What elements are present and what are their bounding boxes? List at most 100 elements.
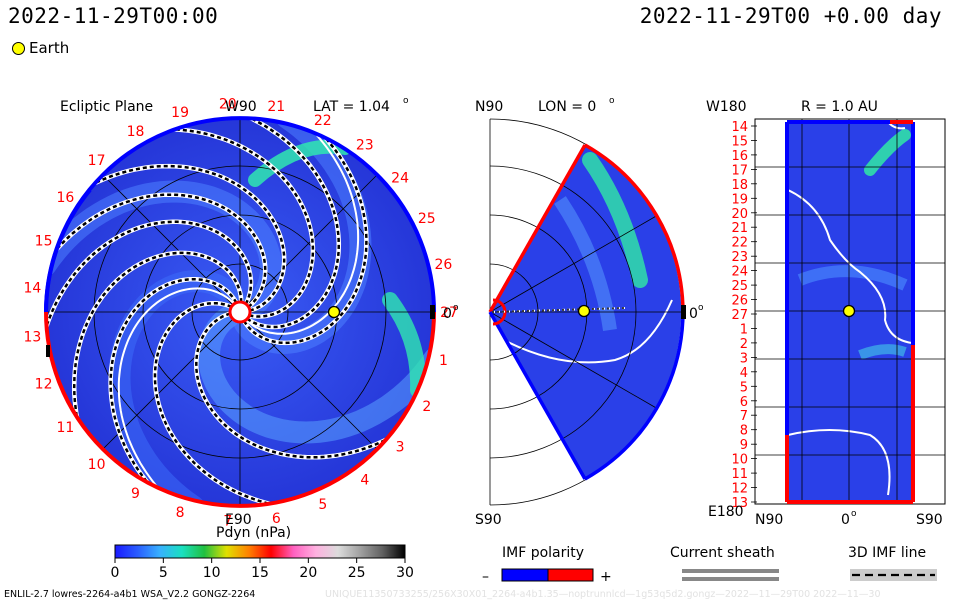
meridional-enhanced-band — [582, 152, 648, 288]
sphere-y-label: 24 — [731, 265, 748, 280]
colorbar-gradient — [114, 544, 406, 559]
imf-line-dash — [109, 277, 238, 507]
colorbar-tick-label: 0 — [111, 565, 120, 581]
sun-marker — [228, 300, 252, 324]
colorbar-ticks: 0 5 10 15 20 25 30 — [111, 558, 414, 581]
sphere-x-label-0: 0 — [841, 512, 850, 528]
ecliptic-lat-label: LAT = 1.04 — [313, 99, 390, 115]
current-sheath-swatch-2 — [682, 577, 779, 581]
colorbar-tick-label: 20 — [299, 565, 317, 581]
earth-marker-sphere — [842, 304, 856, 318]
ecliptic-title: Ecliptic Plane — [60, 99, 153, 115]
ecliptic-day-number: 20 — [219, 96, 237, 112]
colorbar-label: Pdyn (nPa) — [216, 525, 291, 541]
current-sheath-legend: Current sheath — [670, 545, 779, 581]
ecliptic-day-number: 14 — [23, 281, 41, 297]
ecliptic-lat-degree: o — [403, 96, 409, 106]
ecliptic-day-number: 5 — [318, 497, 327, 513]
ecliptic-day-number: 6 — [272, 511, 281, 527]
imf-line-legend: 3D IMF line — [848, 545, 937, 581]
ecliptic-day-number: 24 — [391, 171, 409, 187]
sphere-enhanced-band — [864, 129, 911, 176]
imf-polarity-plus: + — [600, 569, 612, 585]
earth-legend-icon — [12, 41, 25, 55]
meridional-panel: N90 LON = 0 o S90 0 o — [475, 96, 704, 528]
ecliptic-day-number: 17 — [88, 153, 106, 169]
sphere-y-label: 17 — [731, 163, 748, 178]
sphere-y-label: 6 — [740, 395, 748, 410]
ecliptic-day-number: 3 — [396, 439, 405, 455]
ecliptic-day-number: 1 — [439, 353, 448, 369]
ecliptic-day-number: 25 — [418, 211, 436, 227]
imf-line-dash — [243, 117, 368, 345]
density-arm — [197, 305, 435, 444]
ecliptic-right-degree: o — [453, 303, 459, 313]
earth-marker-ecliptic — [327, 305, 341, 319]
sphere-y-label: 3 — [740, 351, 748, 366]
colorbar: Pdyn (nPa) 0 5 10 15 20 25 30 — [111, 525, 414, 581]
earth-legend-label: Earth — [29, 39, 70, 57]
meridional-title: LON = 0 — [538, 99, 596, 115]
sphere-y-label: 10 — [731, 453, 748, 468]
colorbar-tick-label: 25 — [348, 565, 366, 581]
sphere-y-label: 2 — [740, 337, 748, 352]
ecliptic-right-label: 0 — [443, 306, 452, 322]
imf-line-label: 3D IMF line — [848, 545, 926, 561]
sphere-top-left-label: W180 — [706, 99, 747, 115]
watermark: UNIQUE11350733255/256X30X01_2264-a4b1.35… — [325, 589, 881, 600]
imf-polarity-legend: IMF polarity – + — [482, 545, 612, 585]
sphere-y-label: 15 — [731, 135, 748, 150]
sphere-y-label: 11 — [731, 467, 748, 482]
meridional-density-band — [554, 196, 617, 331]
sphere-current-sheet — [787, 189, 913, 344]
sphere-y-label: 8 — [740, 424, 748, 439]
ecliptic-day-number: 26 — [434, 257, 452, 273]
colorbar-tick-label: 30 — [396, 565, 414, 581]
sphere-y-label: 13 — [731, 496, 748, 511]
sphere-y-label: 27 — [731, 308, 748, 323]
ecliptic-day-number: 16 — [56, 190, 74, 206]
timestamp-left: 2022-11-29T00:00 — [8, 4, 219, 28]
sphere-y-label: 22 — [731, 236, 748, 251]
sphere-y-label: 1 — [740, 323, 748, 338]
sphere-y-labels: 1415161718192021222324252627123456789101… — [731, 120, 757, 511]
ecliptic-field-lines — [45, 117, 424, 507]
ecliptic-day-number: 27 — [440, 305, 458, 321]
ecliptic-day-number: 15 — [35, 234, 53, 250]
sphere-y-label: 12 — [731, 482, 748, 497]
sphere-current-sheet — [787, 429, 891, 496]
sphere-x-label-degree: o — [851, 509, 857, 519]
meridional-top-label: N90 — [475, 99, 503, 115]
earth-marker-meridional — [577, 304, 591, 318]
imf-line-dash — [153, 301, 312, 507]
sphere-y-label: 26 — [731, 294, 748, 309]
sphere-y-label: 5 — [740, 380, 748, 395]
current-sheet-line — [117, 287, 235, 500]
ecliptic-day-number: 18 — [127, 124, 145, 140]
sphere-x-label-s90: S90 — [916, 512, 943, 528]
imf-positive-swatch — [547, 568, 594, 582]
sphere-y-label: 20 — [731, 207, 748, 222]
imf-polarity-label: IMF polarity — [502, 545, 584, 561]
ecliptic-day-number: 9 — [131, 486, 140, 502]
ecliptic-top-label: W90 — [225, 99, 257, 115]
sphere-y-label: 16 — [731, 149, 748, 164]
meridional-right-degree: o — [698, 303, 704, 313]
ecliptic-day-number: 13 — [23, 329, 41, 345]
imf-negative-swatch — [501, 568, 549, 582]
current-sheet-line — [245, 121, 360, 335]
sphere-y-label: 18 — [731, 178, 748, 193]
sphere-y-label: 14 — [731, 120, 748, 135]
ecliptic-day-number: 2 — [422, 399, 431, 415]
imf-line-dash — [58, 164, 286, 312]
imf-line-dash — [45, 220, 253, 369]
sphere-y-label: 21 — [731, 221, 748, 236]
imf-line-dash — [131, 127, 315, 318]
sphere-y-label: 23 — [731, 250, 748, 265]
current-sheath-label: Current sheath — [670, 545, 775, 561]
colorbar-tick-label: 15 — [251, 565, 269, 581]
meridional-bottom-label: S90 — [475, 512, 502, 528]
earth-direction-tick — [430, 305, 435, 319]
imf-line-dash — [195, 312, 423, 459]
